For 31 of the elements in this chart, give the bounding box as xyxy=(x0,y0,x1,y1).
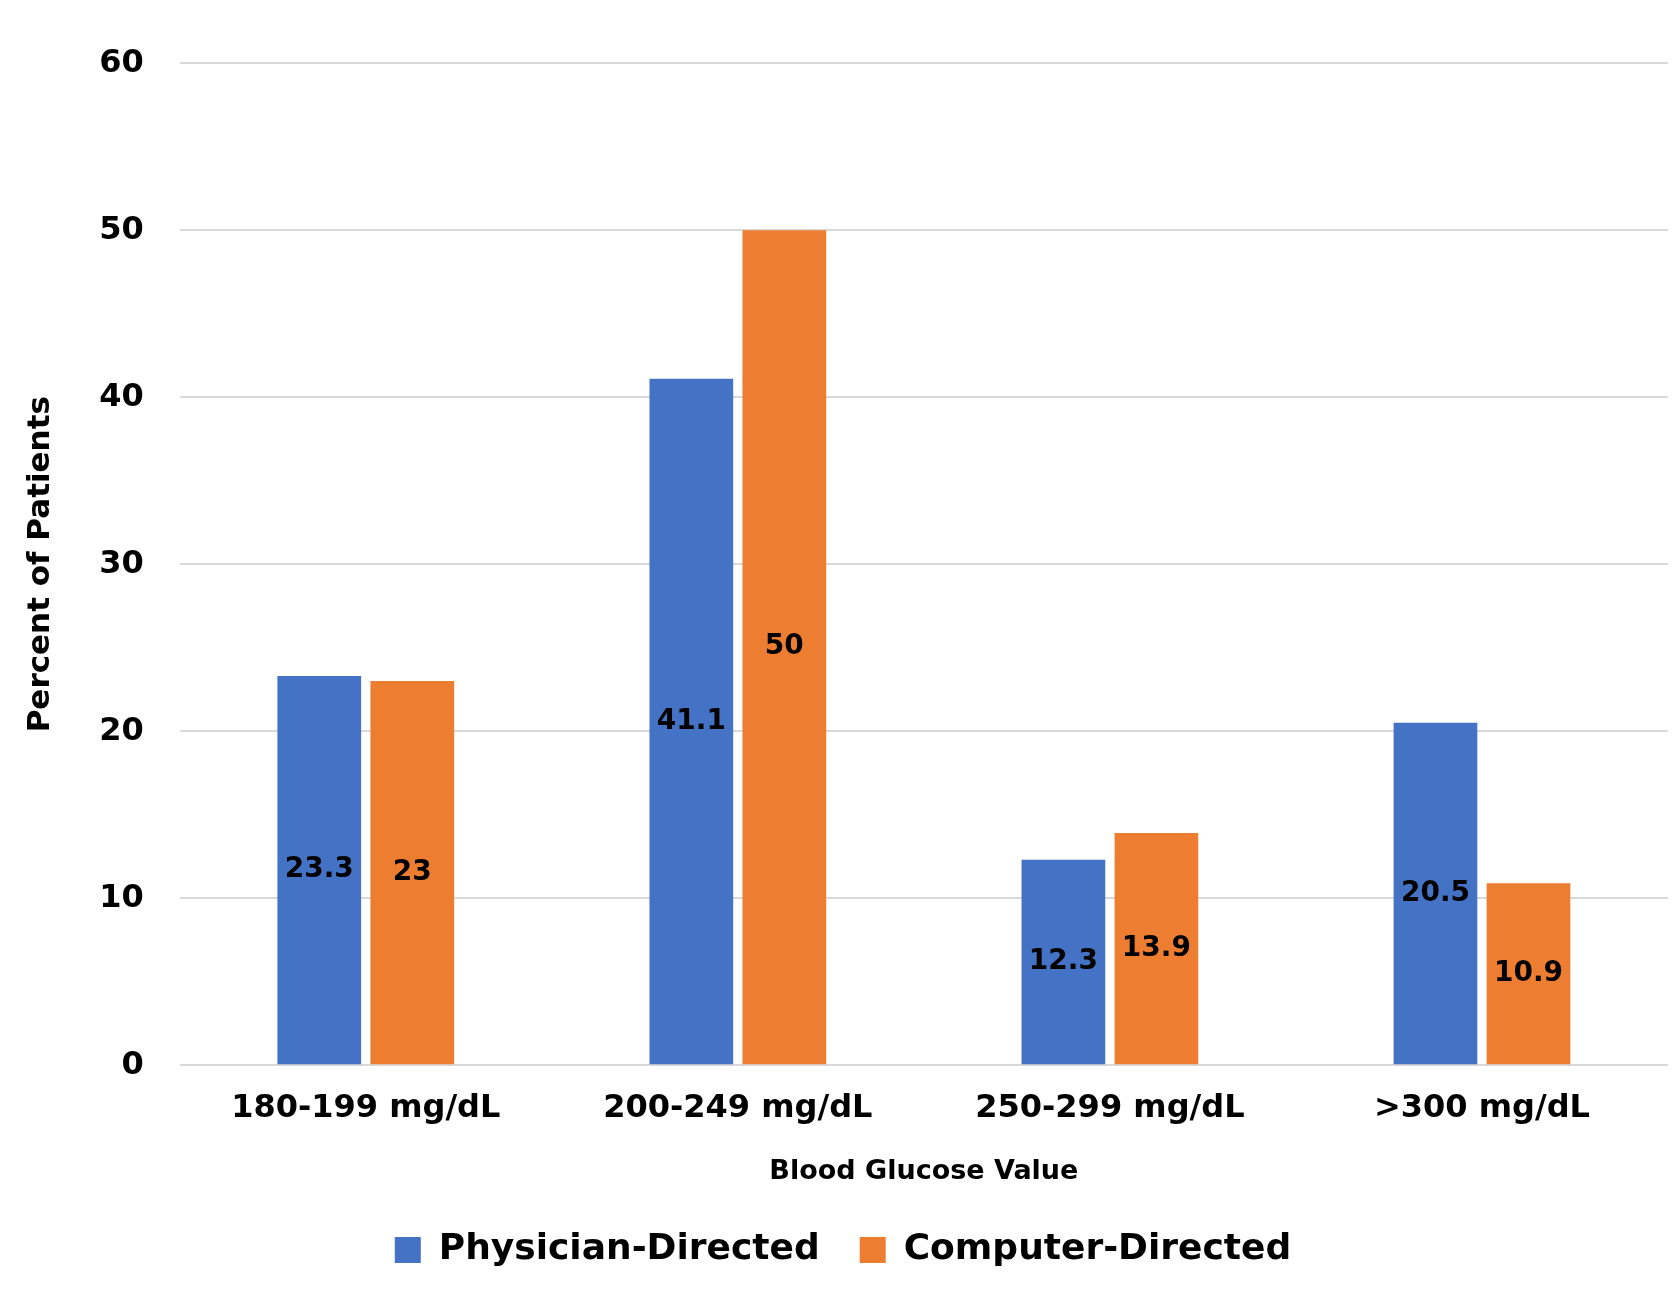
y-tick-label: 30 xyxy=(99,542,144,581)
legend-label: Physician-Directed xyxy=(438,1226,820,1268)
y-tick-label: 10 xyxy=(99,876,144,915)
bar xyxy=(370,681,455,1065)
legend-label: Computer-Directed xyxy=(903,1226,1292,1268)
data-label: 20.5 xyxy=(1400,874,1470,908)
bar xyxy=(1393,722,1478,1065)
x-tick-label: 250-299 mg/dL xyxy=(975,1086,1245,1125)
bar xyxy=(742,230,827,1065)
bar xyxy=(1021,859,1106,1065)
data-label: 10.9 xyxy=(1493,954,1564,988)
y-axis-title: Percent of Patients xyxy=(19,396,56,733)
y-tick-label: 60 xyxy=(99,41,144,80)
data-label: 50 xyxy=(764,628,804,662)
y-tick-label: 50 xyxy=(99,208,144,247)
x-tick-label: 180-199 mg/dL xyxy=(231,1086,501,1125)
bar xyxy=(277,676,362,1065)
y-tick-label: 0 xyxy=(121,1043,144,1082)
bar xyxy=(1486,883,1571,1065)
bar xyxy=(1114,833,1199,1065)
bar xyxy=(649,378,734,1065)
x-tick-label: >300 mg/dL xyxy=(1373,1086,1590,1125)
x-axis-title: Blood Glucose Value xyxy=(769,1153,1079,1185)
data-label: 23 xyxy=(392,853,432,887)
data-label: 12.3 xyxy=(1028,943,1098,977)
data-label: 23.3 xyxy=(284,851,354,885)
data-label: 13.9 xyxy=(1121,929,1191,963)
y-tick-label: 40 xyxy=(99,375,144,414)
y-tick-label: 20 xyxy=(99,709,144,748)
x-tick-label: 200-249 mg/dL xyxy=(603,1086,873,1125)
data-label: 41.1 xyxy=(656,702,726,736)
